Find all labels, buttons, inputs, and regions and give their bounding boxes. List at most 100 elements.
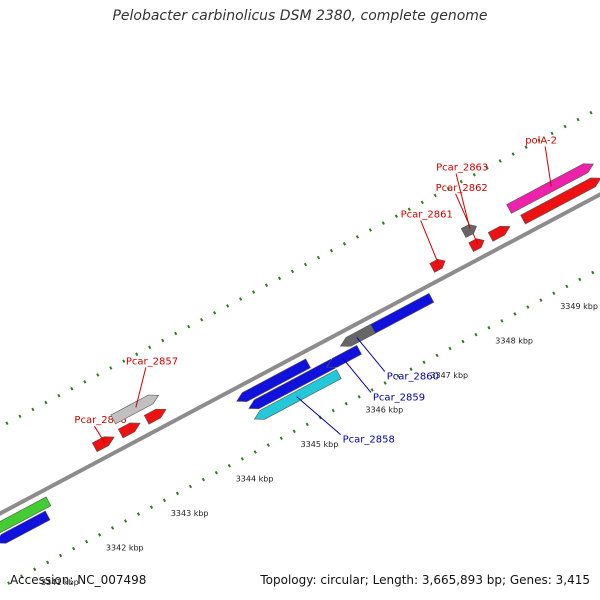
forward-tick-mark bbox=[264, 283, 269, 287]
forward-tick-mark bbox=[148, 345, 152, 350]
forward-tick-mark bbox=[511, 152, 515, 156]
reverse-tick-mark bbox=[175, 491, 180, 496]
reverse-tick-mark bbox=[409, 367, 413, 371]
forward-tick-mark bbox=[161, 338, 165, 343]
gene-arrow bbox=[91, 436, 115, 453]
forward-tick-mark bbox=[576, 117, 580, 122]
forward-tick-mark bbox=[381, 221, 385, 225]
forward-tick-mark bbox=[537, 138, 541, 143]
forward-tick-mark bbox=[589, 110, 593, 115]
gene-arrow bbox=[0, 510, 51, 544]
forward-tick-mark bbox=[251, 290, 256, 294]
forward-tick-mark bbox=[277, 276, 282, 281]
axis-tick-label: 3344 kbp bbox=[236, 474, 274, 483]
forward-tick-mark bbox=[44, 400, 48, 405]
axis-tick-label: 3347 kbp bbox=[430, 371, 468, 380]
gene-arrow bbox=[326, 344, 362, 368]
gene-label-leader bbox=[455, 173, 471, 230]
forward-tick-mark bbox=[57, 393, 61, 398]
gene-arrow bbox=[117, 422, 141, 439]
reverse-tick-mark bbox=[383, 381, 387, 385]
axis-tick-label: 3341 kbp bbox=[41, 578, 79, 587]
forward-tick-mark bbox=[394, 214, 398, 218]
gene-label-leader bbox=[342, 358, 372, 393]
axis-tick-label: 3346 kbp bbox=[366, 405, 404, 414]
forward-tick-mark bbox=[563, 124, 567, 129]
gene-label-leader bbox=[420, 220, 440, 265]
gene-label-leader bbox=[296, 396, 341, 435]
forward-tick-mark bbox=[485, 166, 489, 170]
reverse-tick-mark bbox=[20, 574, 24, 579]
forward-tick-mark bbox=[472, 172, 476, 177]
gene-arrow bbox=[236, 358, 311, 402]
forward-tick-mark bbox=[200, 317, 204, 322]
gene-arrow bbox=[429, 259, 446, 273]
gene-label: Pcar_2859 bbox=[373, 392, 425, 403]
reverse-tick-mark bbox=[110, 526, 115, 530]
reverse-tick-mark bbox=[344, 401, 348, 406]
reverse-tick-mark bbox=[305, 422, 309, 427]
gene-label: Pcar_2856 bbox=[74, 415, 126, 426]
gene-label: Pcar_2860 bbox=[387, 371, 439, 382]
reverse-tick-mark bbox=[214, 470, 218, 475]
axis-tick-label: 3343 kbp bbox=[171, 509, 209, 518]
reverse-tick-mark bbox=[240, 457, 244, 461]
reverse-tick-mark bbox=[526, 305, 530, 309]
forward-tick-mark bbox=[238, 297, 243, 301]
gene-label-leader bbox=[135, 367, 147, 408]
gene-label: Pcar_2858 bbox=[343, 435, 395, 446]
reverse-tick-mark bbox=[474, 332, 478, 337]
gene-arrow bbox=[487, 225, 511, 242]
gene-arrow bbox=[110, 394, 160, 425]
reverse-tick-mark bbox=[357, 394, 361, 399]
forward-tick-mark bbox=[96, 373, 100, 377]
gene-arrow bbox=[143, 408, 167, 425]
forward-tick-mark bbox=[226, 304, 230, 308]
reverse-tick-mark bbox=[136, 512, 141, 516]
reverse-tick-mark bbox=[85, 539, 89, 544]
forward-tick-mark bbox=[524, 145, 528, 149]
forward-tick-mark bbox=[550, 131, 554, 136]
axis-tick-label: 3342 kbp bbox=[106, 543, 144, 552]
accession-label: Accession: NC_007498 bbox=[10, 573, 147, 587]
reverse-tick-mark bbox=[266, 443, 270, 447]
gene-label: Pcar_2861 bbox=[401, 209, 453, 220]
forward-tick-mark bbox=[407, 207, 411, 212]
axis-tick-label: 3349 kbp bbox=[560, 302, 598, 311]
reverse-tick-mark bbox=[487, 325, 491, 330]
forward-tick-mark bbox=[5, 421, 9, 426]
gene-arrow bbox=[506, 163, 594, 214]
gene-label: Pcar_2862 bbox=[436, 183, 488, 194]
gene-arrow bbox=[253, 369, 342, 420]
forward-tick-mark bbox=[433, 193, 437, 198]
reverse-tick-mark bbox=[46, 560, 50, 565]
reverse-tick-mark bbox=[59, 553, 63, 558]
forward-tick-mark bbox=[368, 228, 372, 232]
forward-tick-mark bbox=[446, 186, 450, 191]
reverse-tick-mark bbox=[461, 339, 465, 344]
gene-arrow bbox=[460, 224, 477, 238]
forward-tick-mark bbox=[459, 179, 463, 184]
forward-tick-mark bbox=[290, 269, 295, 274]
reverse-tick-mark bbox=[188, 484, 193, 489]
reverse-tick-mark bbox=[396, 374, 400, 378]
gene-label-leader bbox=[455, 193, 479, 244]
reverse-tick-mark bbox=[149, 505, 154, 509]
gene-arrow bbox=[0, 496, 52, 533]
gene-label-leader bbox=[356, 337, 386, 372]
reverse-tick-mark bbox=[123, 519, 128, 523]
forward-tick-mark bbox=[303, 262, 308, 267]
forward-tick-mark bbox=[174, 331, 178, 336]
reverse-tick-mark bbox=[279, 436, 283, 440]
reverse-tick-mark bbox=[292, 429, 296, 434]
reverse-tick-mark bbox=[97, 533, 102, 537]
reverse-tick-mark bbox=[578, 277, 582, 282]
gene-label: polA-2 bbox=[525, 136, 557, 147]
reverse-tick-mark bbox=[253, 450, 257, 454]
map-title: Pelobacter carbinolicus DSM 2380, comple… bbox=[112, 8, 488, 24]
reverse-tick-mark bbox=[72, 546, 76, 551]
gene-label-leader bbox=[94, 425, 105, 443]
reverse-tick-mark bbox=[591, 270, 595, 275]
